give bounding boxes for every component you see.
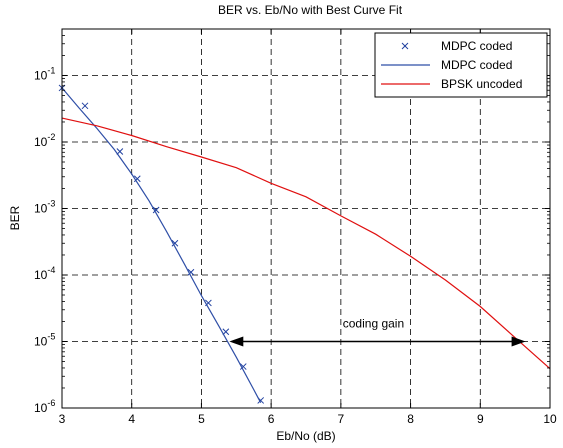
data-point-marker	[239, 363, 247, 370]
x-tick-label: 5	[198, 412, 205, 426]
annotation-text: coding gain	[343, 316, 404, 330]
y-tick-label: 10-1	[34, 65, 55, 82]
data-point-marker	[171, 239, 179, 247]
y-tick-base: 10	[34, 68, 48, 82]
legend-marker-stroke	[401, 42, 409, 50]
x-tick-label: 6	[268, 412, 275, 426]
legend-item: BPSK uncoded	[381, 77, 522, 91]
y-tick-label: 10-2	[34, 132, 55, 149]
chart-title: BER vs. Eb/No with Best Curve Fit	[218, 3, 403, 17]
legend-item: MDPC coded	[401, 39, 512, 53]
legend-label: MDPC coded	[441, 39, 512, 53]
x-tick-label: 7	[338, 412, 345, 426]
legend-label: BPSK uncoded	[441, 77, 522, 91]
marker-stroke	[116, 148, 124, 155]
x-tick-label: 8	[407, 412, 414, 426]
series-layer	[58, 84, 551, 404]
x-tick-label: 4	[128, 412, 135, 426]
series-line-1	[61, 87, 262, 403]
y-tick-label: 10-6	[34, 398, 55, 415]
y-tick-base: 10	[34, 135, 48, 149]
x-tick-label: 9	[477, 412, 484, 426]
arrowhead-right	[511, 336, 526, 347]
y-tick-base: 10	[34, 201, 48, 215]
x-axis-label: Eb/No (dB)	[276, 429, 335, 443]
y-tick-label: 10-4	[34, 265, 55, 282]
y-tick-base: 10	[34, 334, 48, 348]
series-line-2	[61, 117, 551, 370]
data-point-marker	[116, 148, 124, 155]
data-point-marker	[152, 206, 160, 214]
y-tick-exponent: -3	[47, 198, 55, 208]
y-tick-exponent: -5	[47, 331, 55, 341]
marker-stroke	[171, 239, 179, 247]
legend-label: MDPC coded	[441, 58, 512, 72]
marker-stroke	[81, 102, 89, 110]
y-tick-base: 10	[34, 268, 48, 282]
grid-layer	[62, 29, 550, 408]
y-tick-exponent: -4	[47, 265, 55, 275]
marker-stroke	[133, 175, 141, 183]
y-axis-label: BER	[8, 205, 22, 230]
x-tick-label: 10	[543, 412, 557, 426]
y-tick-exponent: -6	[47, 398, 55, 408]
y-tick-label: 10-5	[34, 331, 55, 348]
annotation-layer: coding gain	[229, 316, 526, 347]
data-point-marker	[133, 175, 141, 183]
marker-stroke	[239, 363, 247, 370]
marker-stroke	[187, 268, 195, 276]
y-tick-base: 10	[34, 401, 48, 415]
y-tick-exponent: -1	[47, 65, 55, 75]
legend: MDPC coded MDPC coded BPSK uncoded	[374, 32, 548, 98]
y-tick-label: 10-3	[34, 198, 55, 215]
data-point-marker	[81, 102, 89, 110]
marker-stroke	[257, 397, 265, 404]
marker-stroke	[152, 206, 160, 214]
legend-item: MDPC coded	[381, 58, 512, 72]
data-point-marker	[187, 268, 195, 276]
arrowhead-left	[229, 336, 244, 347]
y-tick-exponent: -2	[47, 132, 55, 142]
x-tick-label: 3	[59, 412, 66, 426]
